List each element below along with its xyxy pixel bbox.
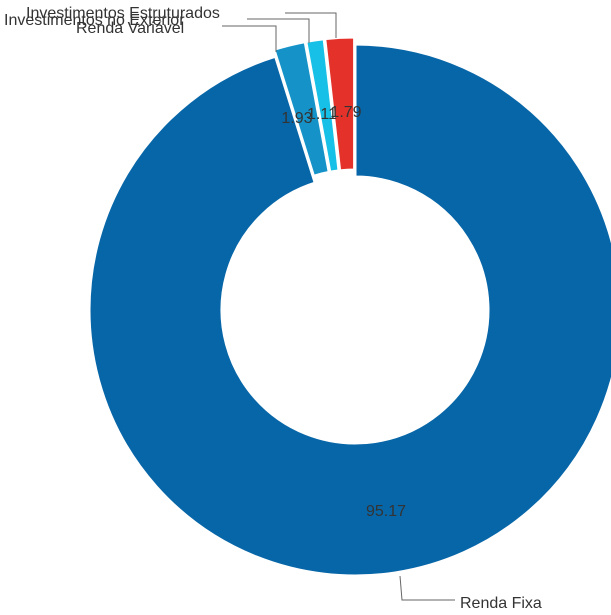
slice-value-label-4: 1.79 bbox=[330, 104, 361, 121]
slice-value-label-2: 1.93 bbox=[281, 110, 312, 127]
leader-line-1 bbox=[399, 575, 455, 601]
slice-4 bbox=[323, 35, 357, 173]
slice-1 bbox=[87, 42, 611, 578]
leader-line-2 bbox=[222, 25, 277, 52]
category-label-3: Investimentos no Exterior bbox=[4, 12, 185, 29]
leader-line-3 bbox=[247, 18, 310, 43]
slices-group bbox=[87, 35, 611, 578]
value-labels-group: 95.17 1.931.111.79 bbox=[281, 104, 406, 520]
slice-value-label-3: 1.11 bbox=[307, 106, 337, 123]
category-label-2: Renda Variável bbox=[76, 20, 184, 37]
leader-lines-group bbox=[222, 12, 455, 601]
leader-line-4 bbox=[285, 12, 337, 38]
category-label-1: Renda Fixa bbox=[460, 595, 542, 612]
slice-value-label-1: 95.17 bbox=[366, 503, 406, 520]
category-label-4: Investimentos Estruturados bbox=[26, 5, 220, 22]
